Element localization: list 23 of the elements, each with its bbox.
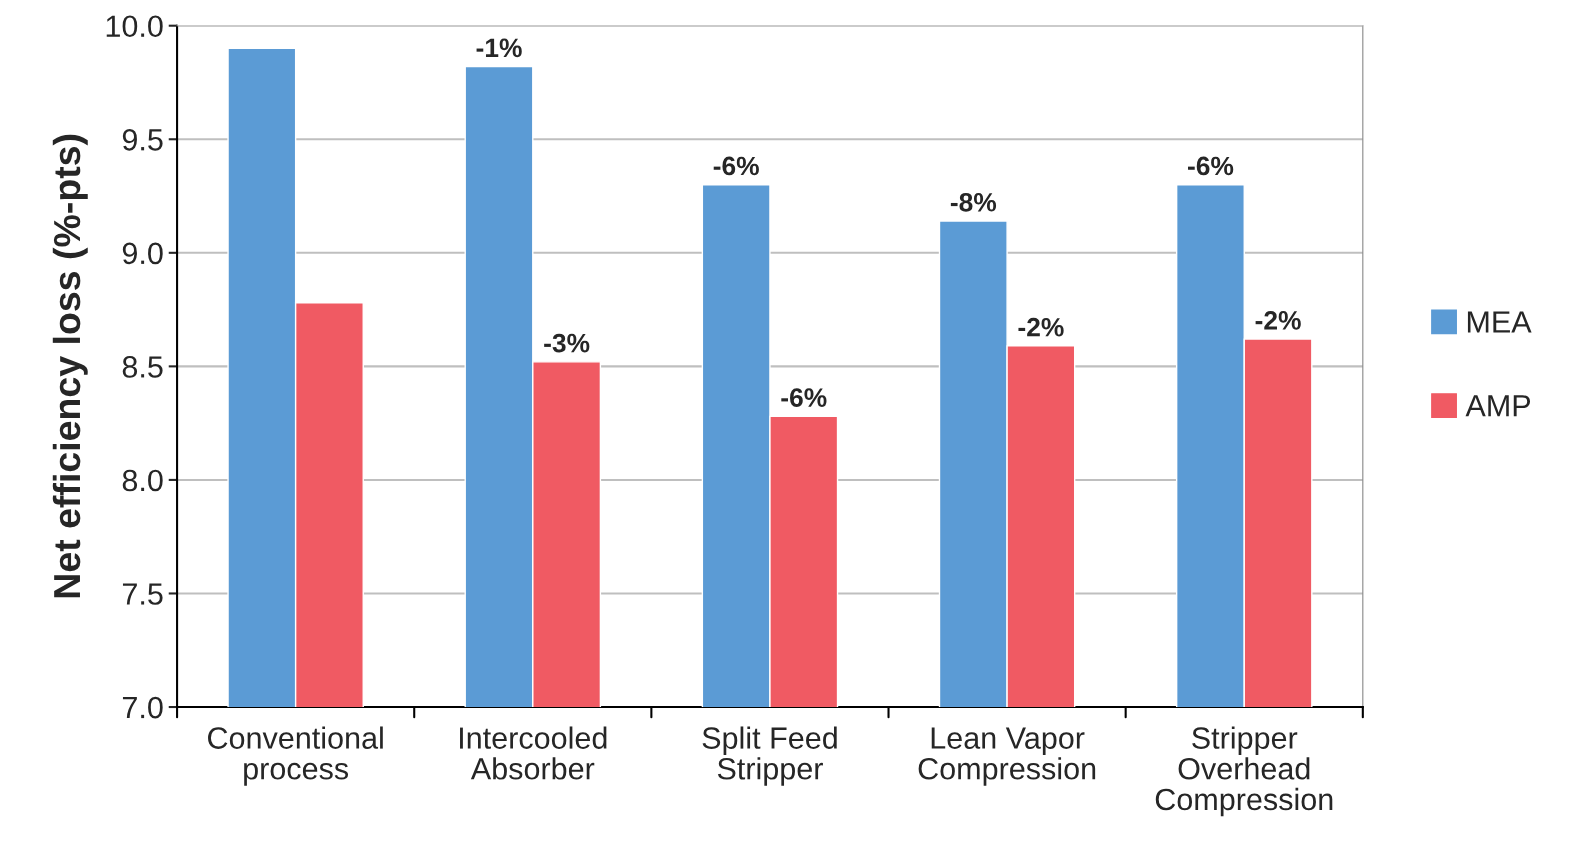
annotation: -8% [950, 192, 997, 212]
annotation: -6% [713, 156, 759, 176]
annotation: -2% [1018, 317, 1064, 337]
y-tick-label: 9.5 [122, 129, 163, 151]
y-axis-title: Net efficiency loss (%-pts) [52, 134, 88, 598]
y-tick-label: 7.0 [122, 696, 163, 719]
x-tick-label: Intercooled Absorber [460, 726, 607, 780]
legend-label: MEA [1467, 311, 1532, 333]
x-tick-label: Split Feed Stripper [702, 726, 837, 786]
annotation: -6% [1188, 156, 1234, 176]
legend-label: AMP [1465, 395, 1531, 417]
annotation: -3% [544, 333, 590, 353]
y-tick-label: 7.5 [122, 583, 163, 605]
y-tick-label: 9.0 [122, 242, 163, 265]
x-tick-label: Stripper Overhead Compression [1155, 726, 1333, 817]
annotation: -2% [1255, 311, 1301, 330]
x-tick-label: Conventional process [208, 726, 383, 786]
y-tick-label: 8.5 [122, 356, 163, 378]
y-tick-label: 8.0 [122, 469, 163, 492]
annotation: -6% [781, 388, 827, 407]
x-tick-label: Lean Vapor Compression [918, 727, 1096, 786]
annotation: -1% [476, 38, 522, 58]
y-tick-label: 10.0 [106, 15, 163, 38]
